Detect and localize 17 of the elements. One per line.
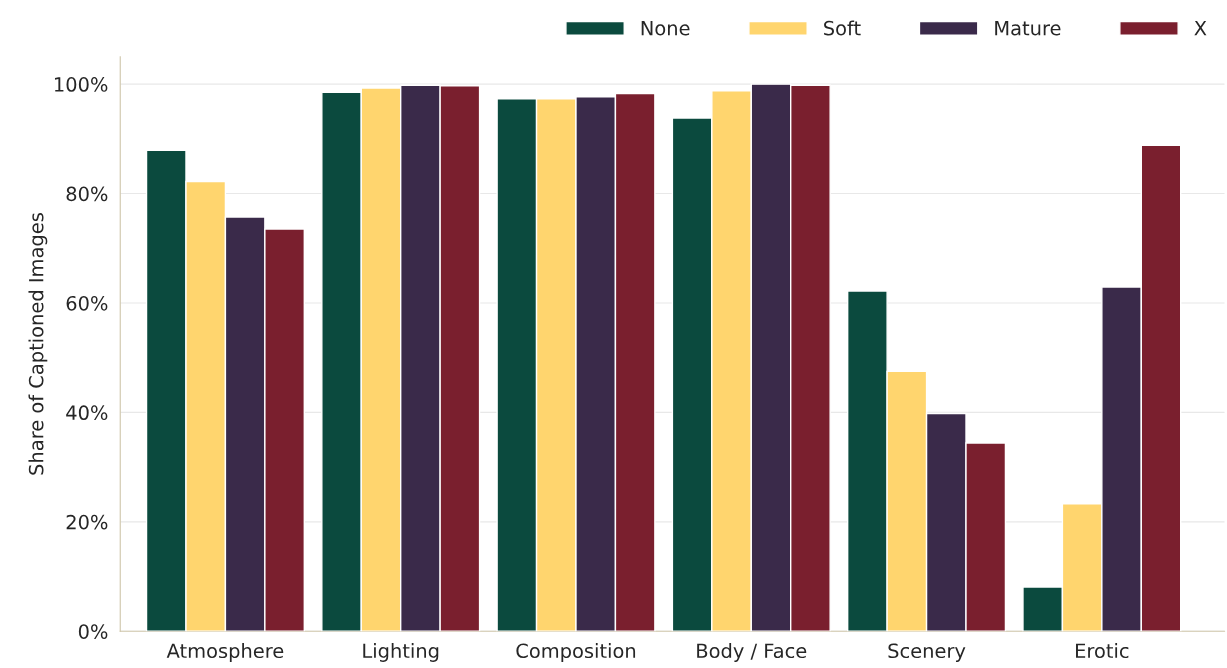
legend-label: Soft	[824, 20, 861, 36]
y-tick-label: 40%	[66, 405, 108, 421]
x-tick-label: Scenery	[888, 643, 966, 662]
legend-label: None	[641, 21, 690, 36]
y-tick-label: 100%	[54, 77, 108, 92]
y-tick-label: 0%	[78, 624, 108, 639]
x-tick-label: Erotic	[1076, 643, 1129, 659]
y-tick-label: 80%	[66, 186, 108, 202]
x-tick-label: Lighting	[363, 643, 439, 662]
legend-label: X	[1194, 21, 1207, 36]
y-tick-label: 60%	[66, 295, 108, 311]
x-tick-label: Atmosphere	[166, 643, 284, 662]
y-tick-label: 20%	[66, 514, 108, 530]
x-tick-label: Body / Face	[697, 643, 807, 662]
legend-label: Mature	[995, 21, 1061, 36]
y-axis-title: Share of Captioned Images	[28, 213, 48, 475]
x-tick-label: Composition	[516, 643, 636, 662]
